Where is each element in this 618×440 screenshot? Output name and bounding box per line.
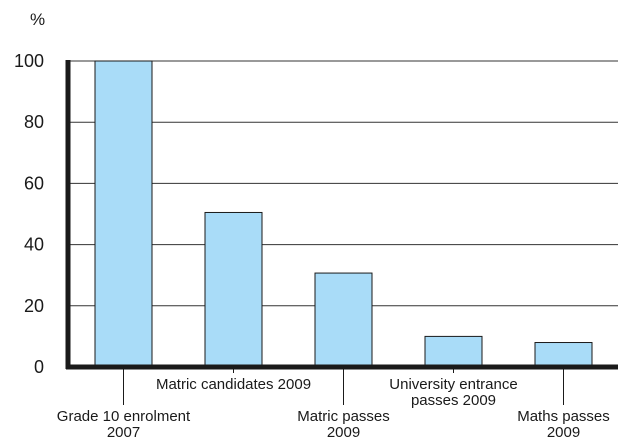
y-unit-label: % — [30, 10, 45, 29]
y-tick-label: 0 — [34, 357, 44, 377]
category-label: passes 2009 — [411, 392, 496, 409]
y-tick-label: 20 — [24, 296, 44, 316]
y-tick-label: 40 — [24, 235, 44, 255]
y-tick-labels: 0 20 40 60 80 100 — [14, 51, 44, 377]
category-label: Maths passes — [517, 408, 610, 425]
category-label: Matric passes — [297, 408, 390, 425]
bar — [204, 211, 263, 368]
category-label: Grade 10 enrolment — [57, 408, 191, 425]
category-label: 2007 — [107, 424, 140, 440]
grid-lines — [68, 60, 618, 307]
y-tick-label: 60 — [24, 173, 44, 193]
category-label: University entrance — [389, 376, 517, 393]
category-label: 2009 — [327, 424, 360, 440]
bars — [94, 60, 593, 368]
y-tick-label: 100 — [14, 51, 44, 71]
bar — [314, 272, 373, 368]
bar — [534, 342, 593, 368]
axes — [65, 60, 618, 370]
category-label: 2009 — [547, 424, 580, 440]
y-tick-label: 80 — [24, 112, 44, 132]
bar — [94, 60, 153, 368]
bar — [424, 335, 483, 368]
category-label: Matric candidates 2009 — [156, 376, 311, 393]
